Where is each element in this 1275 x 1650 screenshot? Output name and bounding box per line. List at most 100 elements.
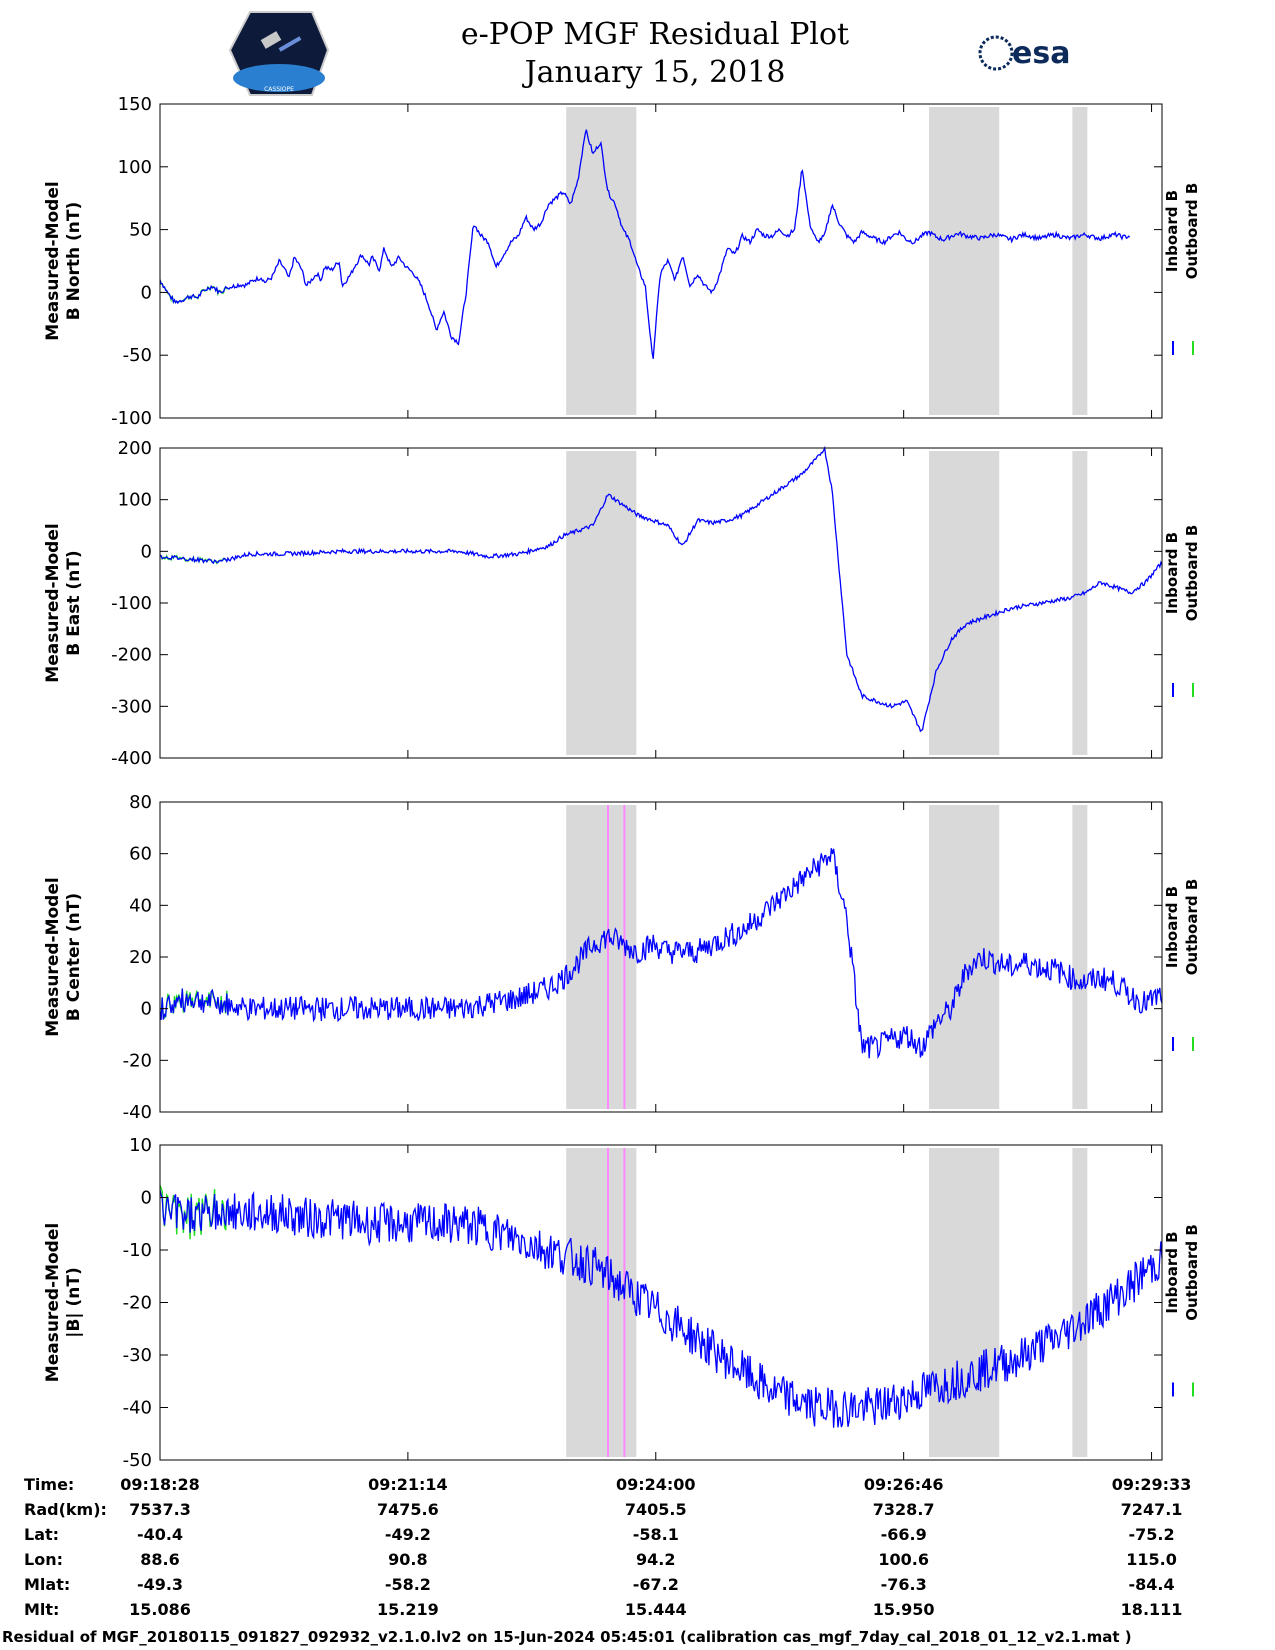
axes-frame (159, 103, 1163, 419)
inboard-series (159, 445, 1163, 733)
info-cell: -75.2 (1128, 1525, 1174, 1544)
info-row-label: Mlat: (24, 1575, 70, 1594)
footer-caption: Residual of MGF_20180115_091827_092932_v… (2, 1628, 1132, 1646)
info-cell: 09:18:28 (120, 1475, 200, 1494)
info-cell: 09:29:33 (1112, 1475, 1192, 1494)
y-tick-label: -30 (123, 1345, 152, 1366)
shaded-interval (1072, 1148, 1088, 1457)
info-row: Mlat: -49.3 -58.2 -67.2 -76.3 -84.4 (24, 1575, 1175, 1594)
info-cell: 7475.6 (377, 1500, 439, 1519)
y-tick-label: 60 (129, 844, 152, 865)
y-tick-label: -400 (111, 748, 152, 769)
legend-inboard-label: Inboard B (1163, 532, 1181, 614)
inboard-series (159, 1189, 1163, 1428)
info-table: Time: 09:18:28 09:21:14 09:24:00 09:26:46 09:… (24, 1475, 1191, 1619)
axes-frame (159, 1144, 1163, 1461)
info-cell: 09:24:00 (616, 1475, 696, 1494)
y-tick-label: -10 (123, 1240, 152, 1261)
shaded-interval (566, 1148, 637, 1457)
info-cell: -49.2 (385, 1525, 431, 1544)
shaded-interval (929, 107, 1000, 415)
legend: Inboard B Outboard B (1163, 879, 1201, 1051)
info-row: Lon: 88.6 90.8 94.2 100.6 115.0 (24, 1550, 1177, 1569)
inboard-series (159, 848, 1163, 1060)
y-axis-label: Measured-Model (43, 181, 63, 340)
info-cell: 09:26:46 (864, 1475, 944, 1494)
legend: Inboard B Outboard B (1163, 1224, 1201, 1397)
y-axis-label: |B| (nT) (64, 1267, 84, 1338)
y-tick-label: 100 (118, 157, 152, 178)
info-row: Lat: -40.4 -49.2 -58.1 -66.9 -75.2 (24, 1525, 1175, 1544)
shaded-interval (566, 107, 637, 415)
info-row-label: Rad(km): (24, 1500, 107, 1519)
esa-logo-text: esa (1012, 36, 1070, 71)
info-cell: 15.086 (129, 1600, 191, 1619)
plot-date: January 15, 2018 (522, 55, 786, 90)
y-axis-label: Measured-Model (43, 523, 63, 682)
info-row-label: Lon: (24, 1550, 63, 1569)
shaded-interval (1072, 107, 1088, 415)
info-cell: 115.0 (1126, 1550, 1177, 1569)
info-cell: -58.1 (633, 1525, 679, 1544)
legend-inboard-label: Inboard B (1163, 886, 1181, 968)
esa-swirl-icon (978, 35, 1014, 71)
y-tick-label: 40 (129, 895, 152, 916)
shaded-interval (566, 451, 637, 755)
legend-outboard-label: Outboard B (1183, 879, 1201, 976)
info-row: Mlt: 15.086 15.219 15.444 15.950 18.111 (24, 1600, 1182, 1619)
y-tick-label: 10 (129, 1135, 152, 1156)
info-cell: 15.219 (377, 1600, 439, 1619)
y-tick-label: 0 (141, 1188, 152, 1209)
legend-outboard-label: Outboard B (1183, 1224, 1201, 1321)
info-cell: -58.2 (385, 1575, 431, 1594)
panel-2: 200 100 0 -100 -200 -300 -400 Measured-Model B E… (43, 438, 1201, 769)
shaded-interval (929, 451, 1000, 755)
y-tick-label: -40 (123, 1102, 152, 1123)
y-tick-label: 20 (129, 947, 152, 968)
info-cell: -66.9 (881, 1525, 927, 1544)
panel-1: 150 100 50 0 -50 -100 Measured-Model B North (n… (43, 94, 1201, 429)
info-cell: 7247.1 (1121, 1500, 1183, 1519)
axes-frame (159, 447, 1163, 759)
legend-inboard-label: Inboard B (1163, 1231, 1181, 1313)
y-tick-label: -300 (111, 696, 152, 717)
y-tick-label: -20 (123, 1293, 152, 1314)
legend: Inboard B Outboard B (1163, 525, 1201, 697)
y-tick-label: -50 (123, 1450, 152, 1471)
info-cell: -84.4 (1128, 1575, 1174, 1594)
info-cell: 88.6 (140, 1550, 179, 1569)
info-row: Time: 09:18:28 09:21:14 09:24:00 09:26:46 09:… (24, 1475, 1191, 1494)
inboard-series (159, 129, 1131, 359)
y-tick-label: 0 (141, 999, 152, 1020)
plot-title: e-POP MGF Residual Plot (461, 17, 849, 52)
shaded-interval (929, 805, 1000, 1109)
info-cell: 15.950 (873, 1600, 935, 1619)
panel-4: 10 0 -10 -20 -30 -40 -50 Measured-Model |B| (nT)… (43, 1135, 1201, 1471)
legend: Inboard B Outboard B (1163, 183, 1201, 355)
axes-frame (159, 801, 1163, 1113)
info-row: Rad(km): 7537.3 7475.6 7405.5 7328.7 7247.1 (24, 1500, 1182, 1519)
info-cell: 7537.3 (129, 1500, 191, 1519)
info-cell: -40.4 (137, 1525, 183, 1544)
y-axis-label: Measured-Model (43, 877, 63, 1036)
y-tick-label: 50 (129, 220, 152, 241)
y-axis-label: B North (nT) (64, 202, 84, 321)
y-tick-label: -40 (123, 1398, 152, 1419)
y-tick-label: -100 (111, 408, 152, 429)
y-axis-label: B East (nT) (64, 550, 84, 655)
y-tick-label: -200 (111, 645, 152, 666)
info-cell: 18.111 (1121, 1600, 1183, 1619)
y-axis-label: Measured-Model (43, 1223, 63, 1382)
y-tick-label: 0 (141, 541, 152, 562)
mission-logo: CASSIOPE (228, 11, 330, 96)
panel-3: 80 60 40 20 0 -20 -40 Measured-Model B Center (n… (43, 792, 1201, 1123)
shaded-interval (929, 1148, 1000, 1457)
info-cell: -76.3 (881, 1575, 927, 1594)
info-cell: -67.2 (633, 1575, 679, 1594)
info-cell: 94.2 (636, 1550, 675, 1569)
y-tick-label: 100 (118, 490, 152, 511)
y-tick-label: 150 (118, 94, 152, 115)
mission-logo-text: CASSIOPE (264, 86, 294, 93)
